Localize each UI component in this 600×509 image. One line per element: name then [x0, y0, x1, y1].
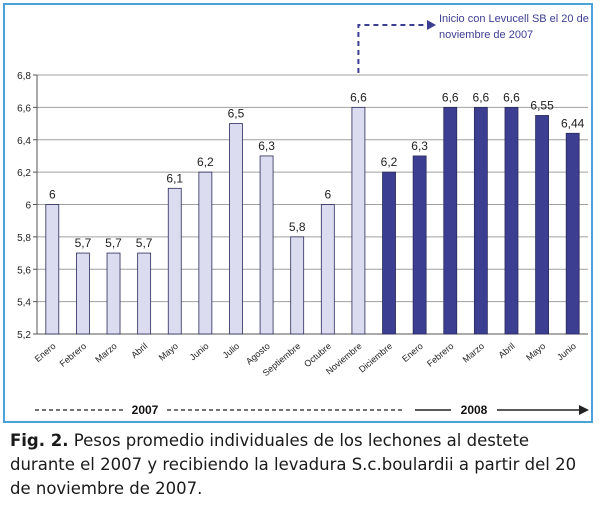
annotation-arrow-head [427, 20, 436, 30]
bar [76, 252, 90, 335]
x-tick-label: Enero [33, 341, 58, 364]
y-tick-label: 6,6 [17, 103, 31, 114]
bar [290, 236, 305, 335]
x-tick-label: Diciembre [357, 341, 394, 375]
x-tick-label: Abril [129, 341, 149, 360]
bar-value-label: 6,1 [166, 171, 183, 185]
bar-value-label: 6,2 [381, 155, 398, 169]
x-tick-label: Febrero [58, 341, 89, 369]
bar-value-label: 6,6 [350, 90, 367, 104]
annotation-text: noviembre de 2007 [439, 29, 533, 41]
year-label-2008: 2008 [461, 403, 488, 417]
x-tick-label: Febrero [425, 341, 456, 369]
bar-value-label: 6,5 [228, 107, 245, 121]
x-tick-label: Junio [188, 341, 211, 362]
bar [45, 204, 60, 335]
bar-value-label: 6,44 [561, 116, 585, 130]
bar [473, 106, 488, 335]
bar [412, 155, 427, 335]
x-tick-label: Mayo [524, 341, 547, 363]
bar [106, 252, 121, 335]
caption-label: Fig. 2. [10, 431, 69, 450]
bar-value-label: 6 [324, 188, 331, 202]
bar [229, 123, 243, 335]
bar-chart: 5,2 5,4 5,6 5,8 6 6,2 6,4 6,6 6,8 6 Enero 5,7 Febrer… [17, 13, 589, 417]
y-tick-label: 6,2 [17, 168, 31, 179]
annotation-text: Inicio con Levucell SB el 20 de [439, 13, 589, 25]
bar [137, 252, 152, 335]
bar [504, 106, 519, 335]
year-label-2007: 2007 [132, 403, 159, 417]
y-tick-label: 6,4 [17, 136, 31, 147]
bar [259, 155, 274, 335]
bar [565, 132, 580, 335]
caption-text: Pesos promedio individuales de los lecho… [10, 431, 577, 498]
bar-value-label: 6,2 [197, 155, 214, 169]
x-tick-label: Mayo [157, 341, 180, 363]
bar-value-label: 6,6 [503, 90, 520, 104]
year-arrow-head [579, 405, 589, 415]
bar-value-label: 6 [49, 188, 56, 202]
bar-value-label: 5,7 [136, 236, 153, 250]
bar [351, 106, 366, 335]
bar-value-label: 6,3 [411, 139, 428, 153]
y-tick-label: 5,4 [17, 298, 31, 309]
y-tick-label: 5,8 [17, 233, 31, 244]
chart-frame: 5,2 5,4 5,6 5,8 6 6,2 6,4 6,6 6,8 6 Enero 5,7 Febrer… [3, 3, 593, 423]
bar [443, 106, 458, 335]
bar-value-label: 6,6 [473, 90, 490, 104]
annotation-dashed-arrow [357, 24, 427, 73]
figure-caption: Fig. 2. Pesos promedio individuales de l… [10, 429, 595, 501]
x-tick-label: Abril [497, 341, 517, 360]
x-tick-label: Junio [555, 341, 578, 362]
bar-value-label: 5,7 [105, 236, 122, 250]
x-tick-label: Marzo [93, 341, 119, 365]
y-tick-label: 6 [25, 201, 31, 212]
x-tick-label: Agosto [244, 341, 272, 367]
x-tick-label: Marzo [461, 341, 487, 365]
bar-value-label: 6,3 [258, 139, 275, 153]
bar [167, 187, 182, 335]
x-tick-label: Enero [400, 341, 425, 364]
x-tick-label: Julio [221, 341, 242, 361]
bar-value-label: 6,55 [530, 98, 554, 112]
bar-value-label: 5,7 [75, 236, 92, 250]
bar [198, 171, 213, 335]
bar-value-label: 6,6 [442, 90, 459, 104]
bar [320, 204, 335, 335]
y-tick-label: 6,8 [17, 71, 31, 82]
y-tick-label: 5,2 [17, 330, 31, 341]
bar [382, 171, 396, 335]
y-tick-label: 5,6 [17, 265, 31, 276]
bar [535, 115, 549, 335]
bar-value-label: 5,8 [289, 220, 306, 234]
